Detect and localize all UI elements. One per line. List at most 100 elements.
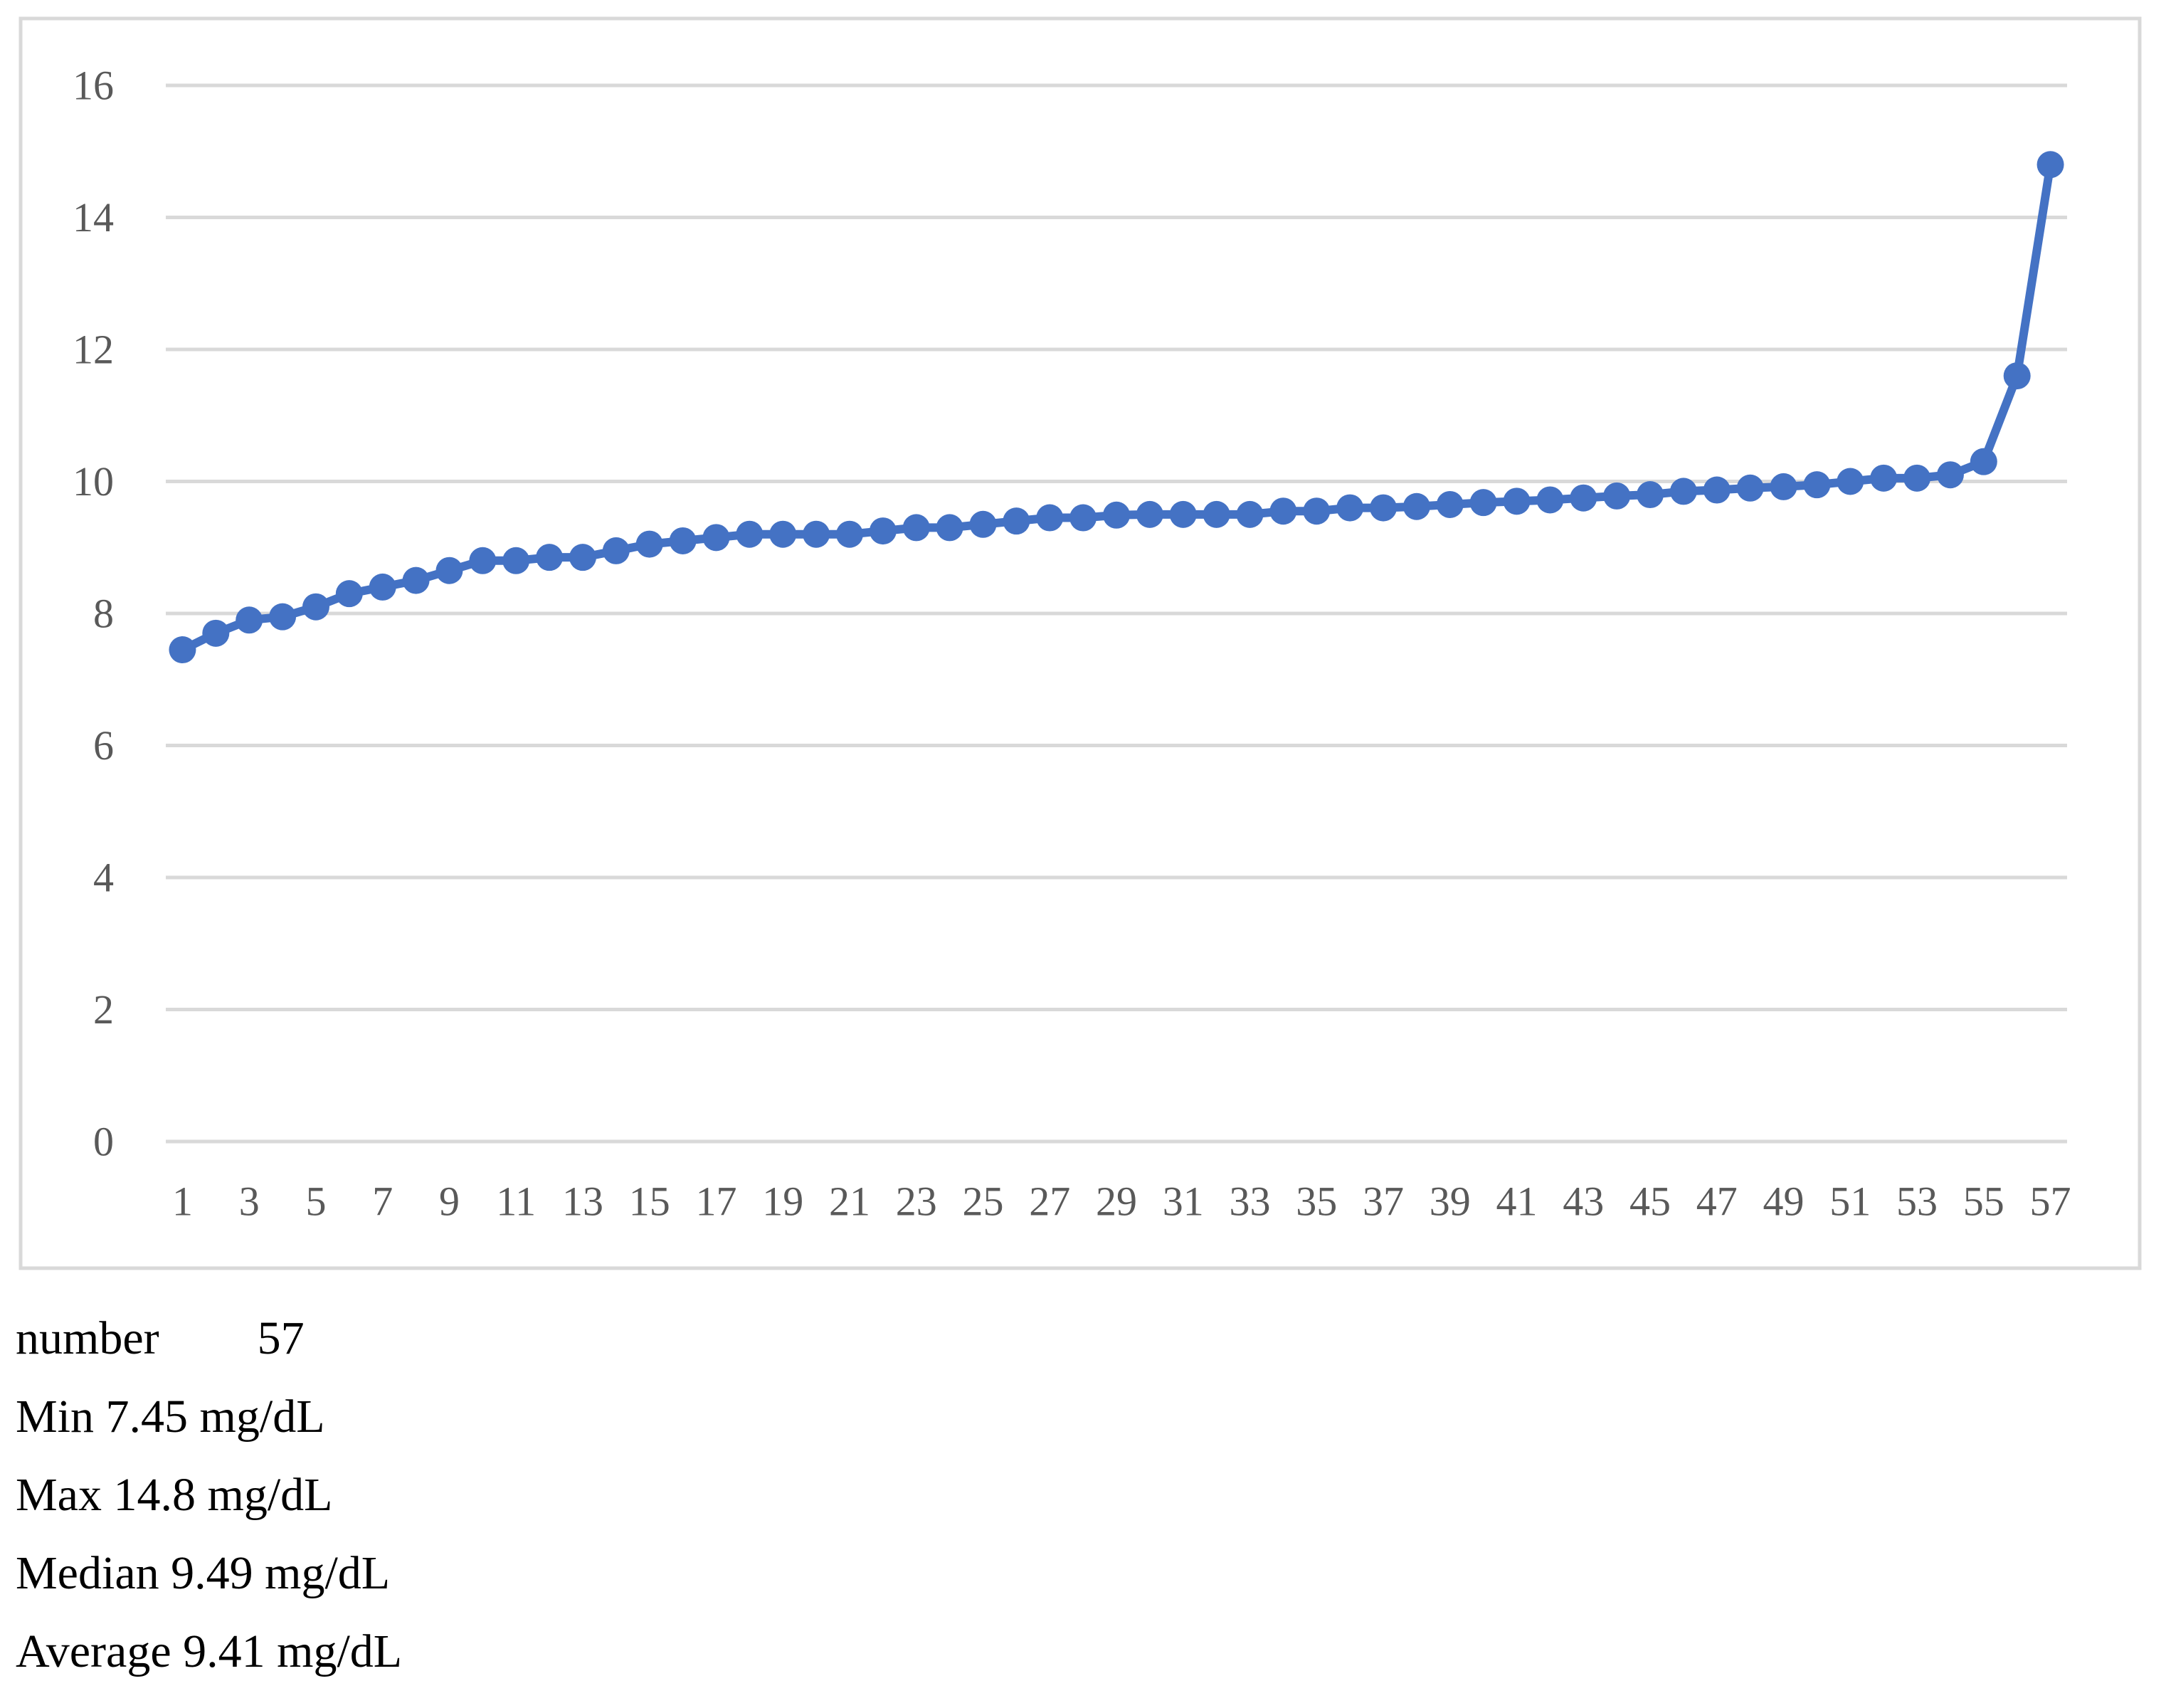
x-tick-label-35: 35	[1296, 1179, 1337, 1225]
x-tick-label-55: 55	[1963, 1179, 2004, 1225]
x-tick-label-5: 5	[305, 1179, 326, 1225]
data-point-11	[502, 547, 530, 574]
data-point-23	[902, 514, 930, 542]
data-point-32	[1203, 500, 1230, 528]
data-point-3	[236, 606, 263, 634]
x-tick-label-1: 1	[172, 1179, 193, 1225]
stat-number-value: 57	[257, 1312, 305, 1364]
x-tick-label-41: 41	[1496, 1179, 1538, 1225]
x-tick-label-25: 25	[962, 1179, 1003, 1225]
data-point-55	[1970, 448, 1997, 475]
data-point-48	[1736, 474, 1764, 502]
data-point-39	[1436, 490, 1464, 518]
data-point-4	[269, 603, 297, 631]
data-point-31	[1169, 500, 1197, 528]
data-point-37	[1370, 494, 1398, 522]
x-tick-label-29: 29	[1096, 1179, 1137, 1225]
data-point-54	[1936, 461, 1964, 489]
x-tick-label-37: 37	[1363, 1179, 1404, 1225]
x-tick-label-57: 57	[2030, 1179, 2071, 1225]
data-point-12	[536, 544, 564, 571]
y-tick-label-8: 8	[93, 591, 114, 637]
x-tick-label-39: 39	[1430, 1179, 1471, 1225]
data-point-42	[1536, 486, 1564, 514]
data-point-9	[435, 557, 463, 584]
data-point-38	[1402, 492, 1430, 520]
data-point-25	[969, 510, 997, 538]
data-point-57	[2036, 151, 2064, 179]
data-point-13	[569, 544, 596, 571]
x-tick-label-13: 13	[562, 1179, 603, 1225]
x-tick-label-19: 19	[762, 1179, 803, 1225]
data-point-36	[1336, 494, 1364, 522]
data-point-52	[1870, 464, 1898, 492]
data-point-41	[1503, 487, 1531, 515]
data-point-24	[936, 514, 963, 542]
data-point-19	[769, 520, 797, 548]
stat-line-min: Min 7.45 mg/dL	[16, 1391, 325, 1443]
y-tick-label-10: 10	[73, 458, 114, 505]
data-point-16	[669, 527, 697, 554]
data-point-50	[1803, 471, 1831, 499]
data-point-2	[202, 619, 230, 647]
data-point-10	[469, 547, 497, 574]
x-tick-label-33: 33	[1230, 1179, 1271, 1225]
chart-border	[19, 16, 2142, 1270]
stat-number-label: number	[16, 1312, 159, 1364]
data-point-51	[1837, 468, 1864, 495]
data-point-29	[1103, 501, 1130, 529]
data-point-35	[1303, 497, 1331, 525]
data-point-17	[702, 524, 730, 552]
data-point-15	[635, 530, 663, 558]
data-point-5	[302, 593, 329, 621]
y-tick-label-16: 16	[73, 63, 114, 109]
x-tick-label-7: 7	[372, 1179, 393, 1225]
x-tick-label-53: 53	[1896, 1179, 1938, 1225]
stat-line-median: Median 9.49 mg/dL	[16, 1547, 391, 1599]
x-tick-label-43: 43	[1563, 1179, 1604, 1225]
y-tick-label-2: 2	[93, 986, 114, 1033]
data-point-14	[602, 537, 630, 564]
data-point-6	[335, 580, 363, 608]
data-point-18	[736, 520, 764, 548]
x-tick-label-31: 31	[1163, 1179, 1204, 1225]
y-tick-label-6: 6	[93, 722, 114, 769]
data-point-49	[1770, 473, 1797, 500]
x-tick-label-3: 3	[239, 1179, 260, 1225]
data-point-44	[1603, 482, 1631, 510]
x-tick-label-23: 23	[896, 1179, 937, 1225]
data-point-34	[1269, 497, 1297, 525]
stat-line-number: number 57	[16, 1300, 402, 1378]
data-point-40	[1469, 489, 1497, 517]
data-point-30	[1136, 500, 1163, 528]
data-point-43	[1570, 484, 1597, 512]
data-point-22	[869, 517, 897, 545]
x-tick-label-47: 47	[1696, 1179, 1738, 1225]
x-tick-label-27: 27	[1029, 1179, 1070, 1225]
data-point-1	[169, 636, 196, 664]
data-point-45	[1637, 481, 1664, 509]
data-point-26	[1003, 507, 1030, 535]
data-point-7	[369, 573, 396, 601]
series-line	[178, 160, 2055, 655]
data-point-21	[835, 520, 863, 548]
stat-line-max: Max 14.8 mg/dL	[16, 1469, 333, 1521]
y-tick-label-0: 0	[93, 1119, 114, 1165]
data-point-8	[402, 566, 430, 594]
x-tick-label-49: 49	[1763, 1179, 1805, 1225]
stats-block: number 57 Min 7.45 mg/dL Max 14.8 mg/dL M…	[16, 1300, 402, 1691]
stat-line-average: Average 9.41 mg/dL	[16, 1625, 403, 1677]
x-tick-label-21: 21	[829, 1179, 870, 1225]
x-tick-label-9: 9	[439, 1179, 460, 1225]
x-tick-label-17: 17	[695, 1179, 736, 1225]
data-point-47	[1703, 476, 1731, 504]
y-tick-label-12: 12	[73, 327, 114, 373]
x-tick-label-45: 45	[1629, 1179, 1671, 1225]
x-tick-label-11: 11	[496, 1179, 536, 1225]
data-point-46	[1669, 478, 1697, 505]
y-tick-label-4: 4	[93, 855, 114, 901]
x-tick-label-15: 15	[629, 1179, 670, 1225]
data-point-53	[1903, 464, 1931, 492]
data-point-56	[2003, 362, 2031, 390]
